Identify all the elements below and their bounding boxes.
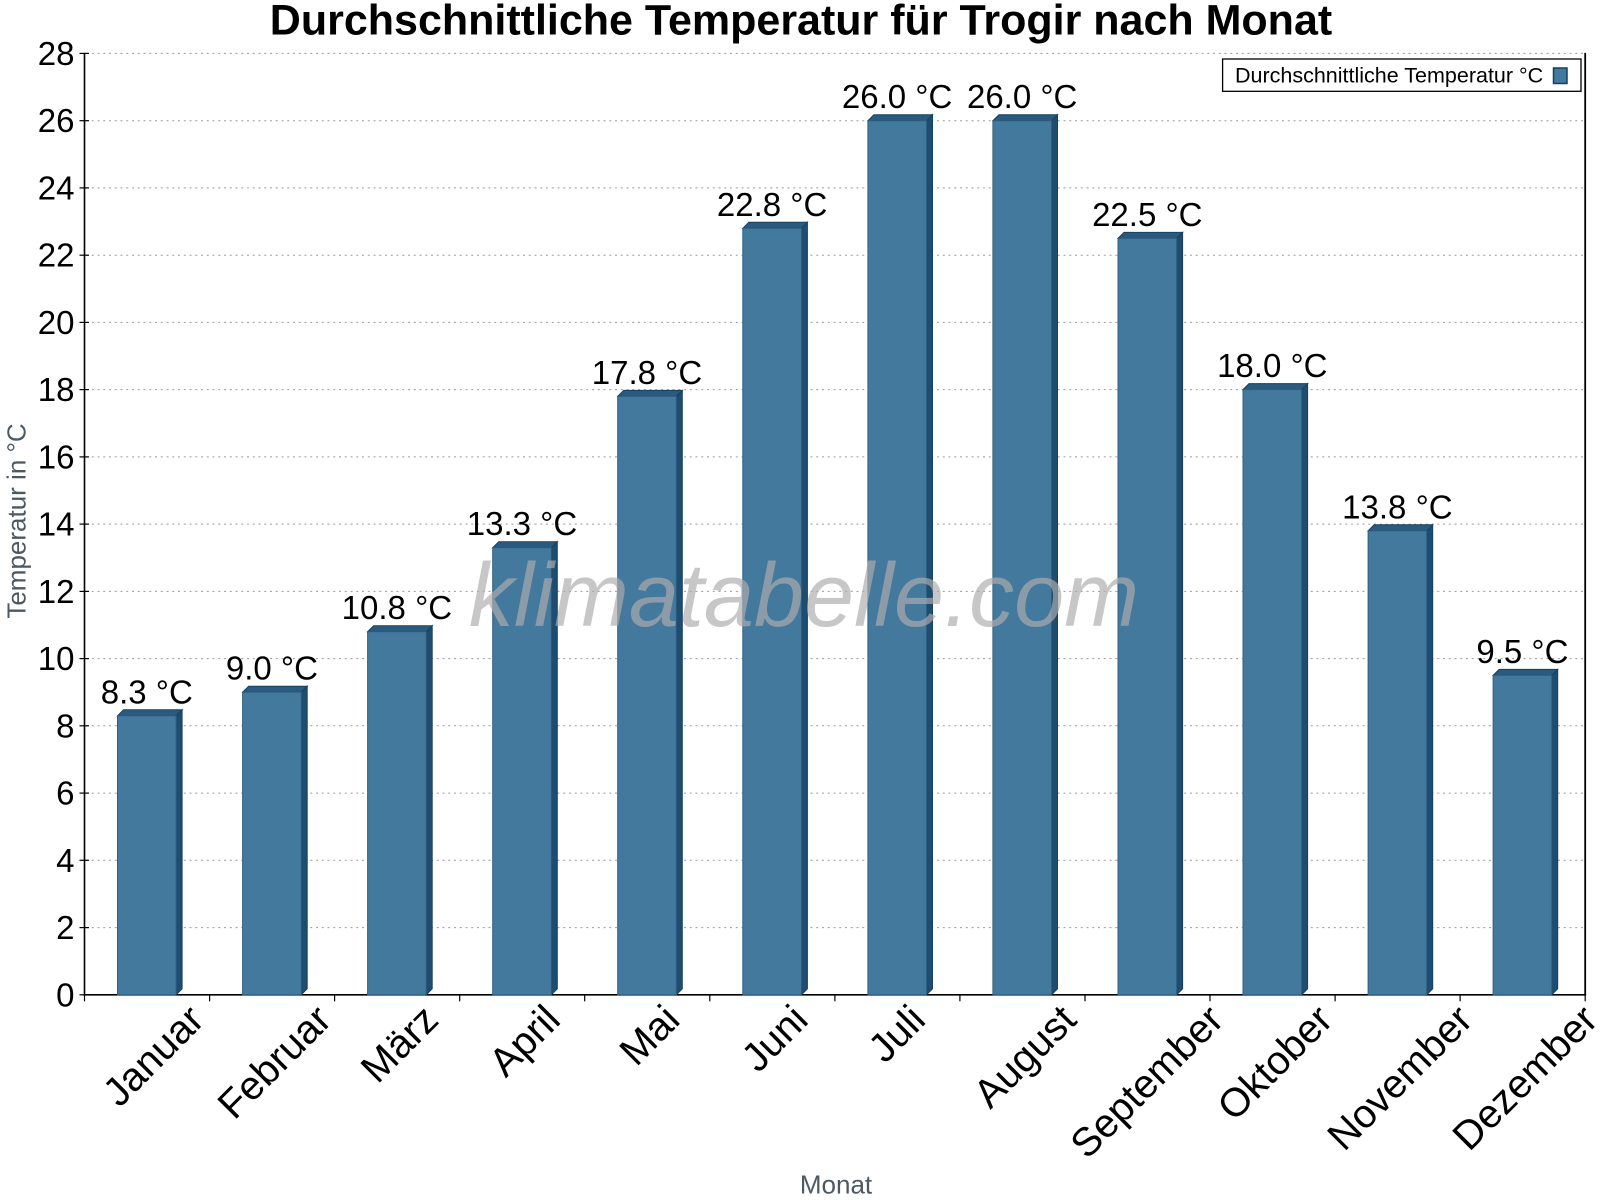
svg-text:26.0 °C: 26.0 °C xyxy=(967,78,1077,115)
svg-text:26: 26 xyxy=(38,102,75,139)
svg-text:24: 24 xyxy=(38,169,75,206)
svg-text:8.3 °C: 8.3 °C xyxy=(101,673,193,710)
svg-text:Durchschnittliche Temperatur °: Durchschnittliche Temperatur °C xyxy=(1235,64,1543,88)
svg-text:9.5 °C: 9.5 °C xyxy=(1476,633,1568,670)
svg-text:28: 28 xyxy=(38,35,75,72)
svg-text:2: 2 xyxy=(56,909,74,946)
svg-text:18.0 °C: 18.0 °C xyxy=(1217,347,1327,384)
svg-text:9.0 °C: 9.0 °C xyxy=(226,650,318,687)
svg-text:Temperatur in °C: Temperatur in °C xyxy=(2,423,32,618)
svg-text:8: 8 xyxy=(56,707,74,744)
svg-text:10: 10 xyxy=(38,640,75,677)
svg-text:16: 16 xyxy=(38,438,75,475)
svg-text:17.8 °C: 17.8 °C xyxy=(592,354,702,391)
svg-text:10.8 °C: 10.8 °C xyxy=(342,589,452,626)
svg-text:22: 22 xyxy=(38,237,75,274)
svg-text:klimatabelle.com: klimatabelle.com xyxy=(469,546,1139,646)
svg-text:26.0 °C: 26.0 °C xyxy=(842,78,952,115)
svg-text:18: 18 xyxy=(38,371,75,408)
svg-text:Monat: Monat xyxy=(800,1170,873,1200)
svg-text:6: 6 xyxy=(56,775,74,812)
svg-text:13.8 °C: 13.8 °C xyxy=(1342,488,1452,525)
svg-text:22.5 °C: 22.5 °C xyxy=(1092,196,1202,233)
svg-text:Durchschnittliche Temperatur f: Durchschnittliche Temperatur für Trogir … xyxy=(270,0,1332,45)
svg-text:22.8 °C: 22.8 °C xyxy=(717,186,827,223)
svg-text:4: 4 xyxy=(56,842,74,879)
svg-text:0: 0 xyxy=(56,976,74,1013)
svg-text:12: 12 xyxy=(38,573,75,610)
svg-text:14: 14 xyxy=(38,506,75,543)
svg-text:20: 20 xyxy=(38,304,75,341)
svg-text:13.3 °C: 13.3 °C xyxy=(467,505,577,542)
